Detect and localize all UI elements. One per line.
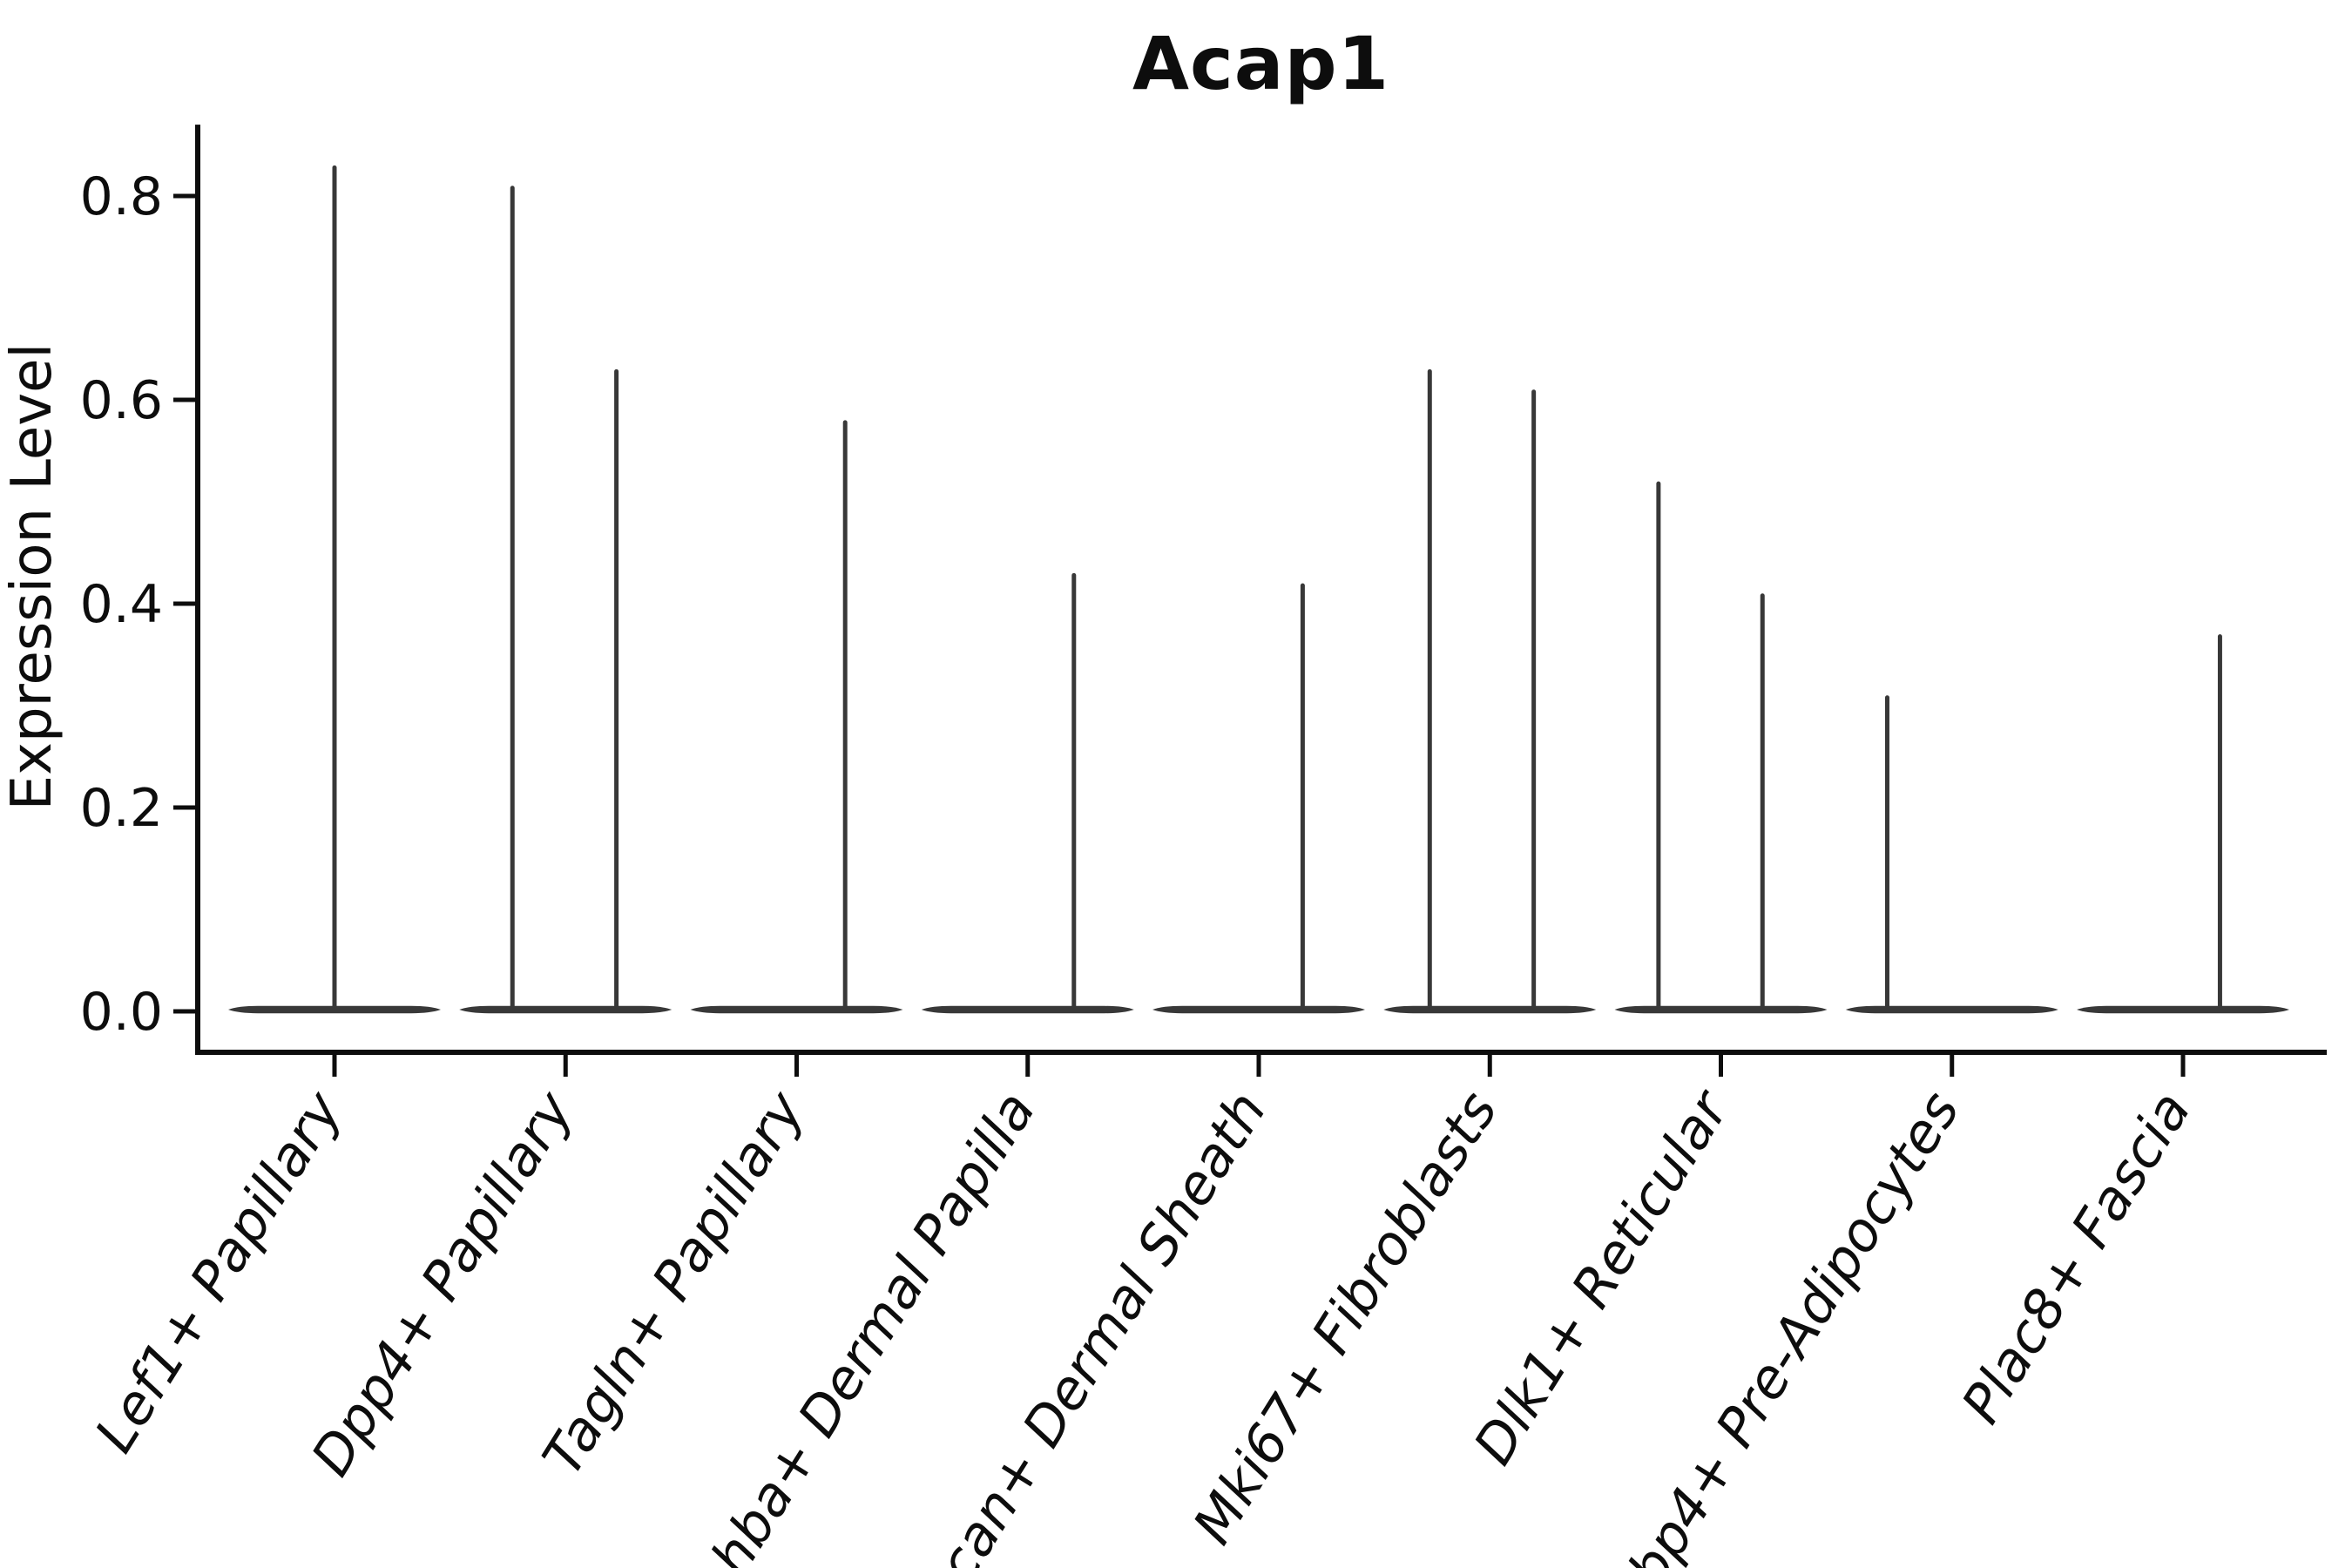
violin (690, 420, 903, 1014)
violin (459, 186, 672, 1014)
violin-layer (228, 165, 2289, 1014)
violin (921, 572, 1134, 1014)
y-tick-label: 0.4 (80, 574, 163, 635)
x-tick-mark (1950, 1055, 1955, 1077)
violin-base (1845, 1005, 2058, 1014)
y-tick-mark (173, 601, 195, 606)
y-tick-label: 0.0 (80, 982, 163, 1043)
x-tick-label: Plac8+ Fascia (1949, 1080, 2202, 1434)
x-tick-label: Dlk1+ Reticular (1461, 1078, 1742, 1475)
y-axis-label: Expression Level (0, 343, 64, 811)
x-tick-mark (332, 1055, 337, 1077)
violin-base (2077, 1005, 2289, 1014)
x-tick-mark (1256, 1055, 1261, 1077)
violin (1383, 368, 1597, 1014)
violin-spike (332, 165, 337, 1011)
violin-spike (1760, 593, 1765, 1011)
x-tick-label: Tagln+ Papillary (531, 1079, 817, 1486)
violin (1845, 695, 2058, 1014)
violin-spike (1656, 481, 1661, 1011)
x-tick-mark (563, 1055, 568, 1077)
violin-base (459, 1005, 672, 1014)
y-tick-mark (173, 193, 195, 199)
violin-spike (1427, 368, 1432, 1011)
violin-spike (2217, 634, 2222, 1011)
violin-spike (614, 368, 619, 1011)
violin (1152, 583, 1365, 1014)
violin (1614, 481, 1828, 1014)
x-tick-label: Lef1+ Papillary (83, 1079, 355, 1463)
y-tick-mark (173, 397, 195, 402)
x-tick-mark (794, 1055, 799, 1077)
violin-base (1383, 1005, 1597, 1014)
violin (2077, 634, 2289, 1014)
violin (228, 165, 441, 1014)
violin-spike (1300, 583, 1305, 1011)
violin-spike (1531, 389, 1537, 1011)
x-tick-mark (1487, 1055, 1492, 1077)
x-tick-mark (1025, 1055, 1031, 1077)
violin-base (921, 1005, 1134, 1014)
y-tick-mark (173, 805, 195, 810)
violin-base (690, 1005, 903, 1014)
y-tick-label: 0.2 (80, 778, 163, 839)
violin-spike (1071, 572, 1077, 1011)
chart-title: Acap1 (1132, 21, 1390, 106)
violin-base (1614, 1005, 1828, 1014)
x-tick-label: Fabp4+ Pre-Adipocytes (1581, 1080, 1971, 1568)
y-tick-label: 0.6 (80, 370, 163, 431)
x-axis-spine (195, 1050, 2327, 1055)
axes-layer (173, 125, 2327, 1077)
x-tick-mark (1719, 1055, 1723, 1077)
y-tick-label: 0.8 (80, 166, 163, 227)
y-axis-spine (195, 125, 200, 1056)
y-tick-mark (173, 1009, 195, 1014)
x-tick-mark (2180, 1055, 2186, 1077)
violin-base (1152, 1005, 1365, 1014)
violin-spike (1884, 695, 1889, 1011)
violin-spike (510, 186, 515, 1012)
x-tick-label: Dpp4+ Papillary (299, 1079, 586, 1486)
violin-spike (842, 420, 848, 1011)
